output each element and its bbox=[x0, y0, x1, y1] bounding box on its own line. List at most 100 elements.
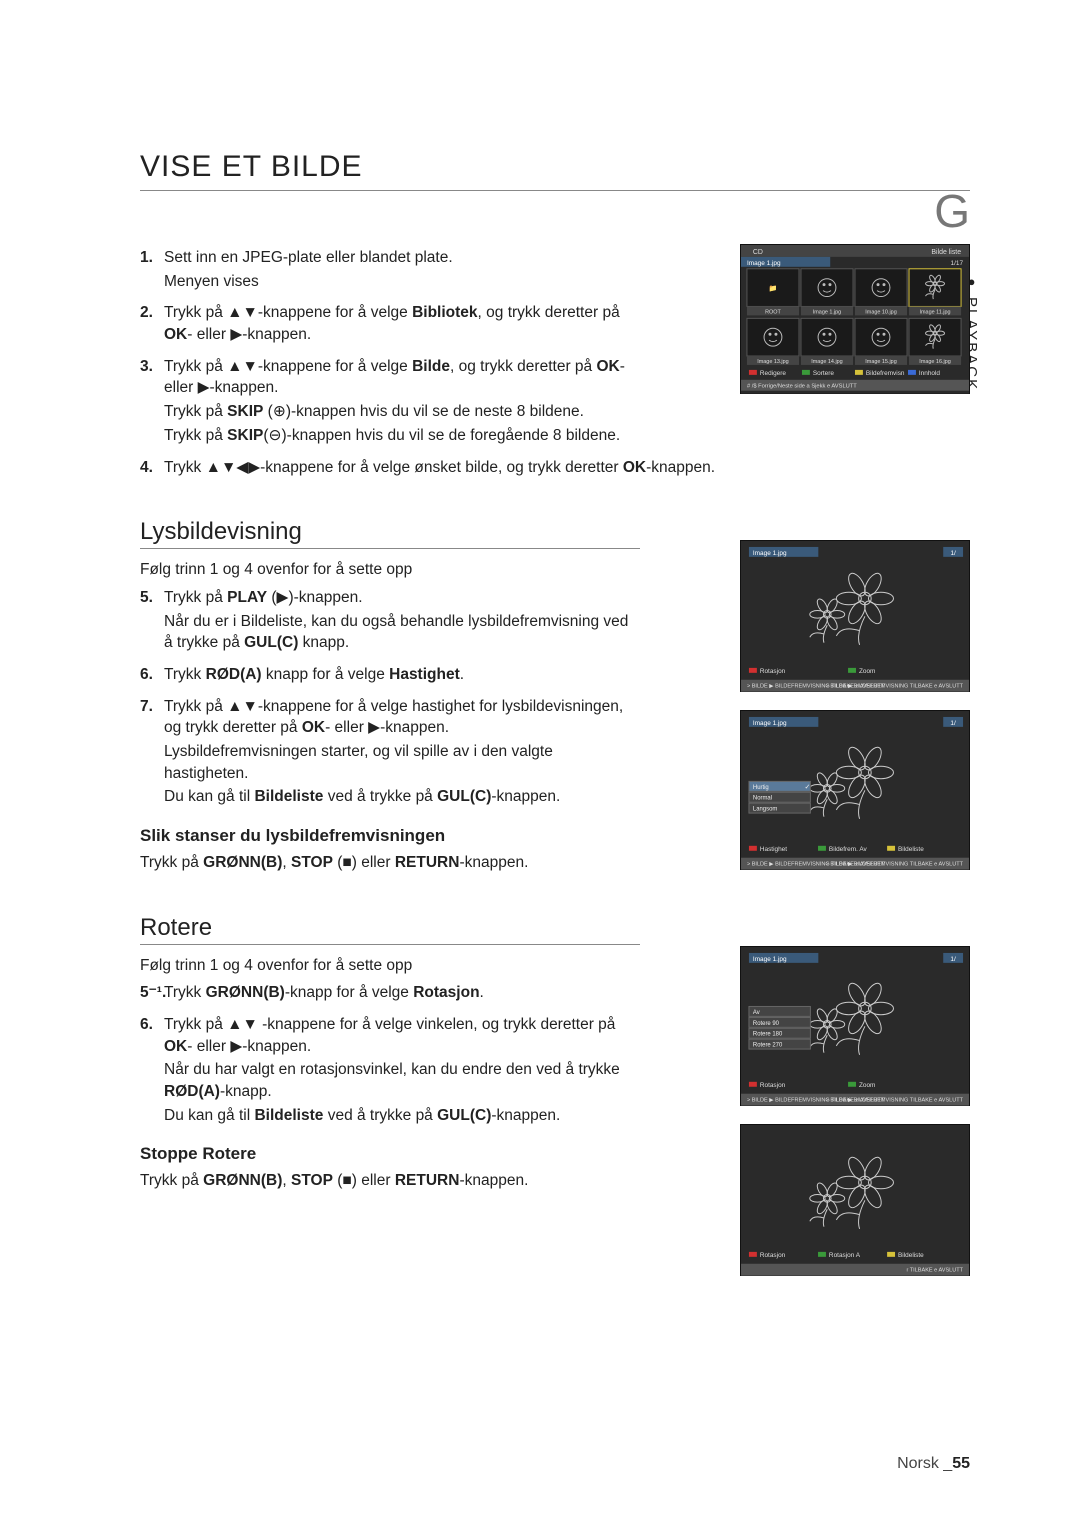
rotate-intro: Følg trinn 1 og 4 ovenfor for å sette op… bbox=[140, 955, 640, 977]
step-text: Sett inn en JPEG-plate eller blandet pla… bbox=[164, 247, 640, 269]
step-subtext: Du kan gå til Bildeliste ved å trykke på… bbox=[164, 1105, 640, 1127]
screenshot-s1: CD Bilde liste Image 1.jpg 1/17 📁 ROOT Image 1… bbox=[740, 244, 970, 394]
svg-text:Normal: Normal bbox=[753, 796, 772, 802]
svg-text:Image 13.jpg: Image 13.jpg bbox=[757, 359, 788, 365]
svg-text:Langsom: Langsom bbox=[753, 807, 777, 813]
heading-stop-rotate: Stoppe Rotere bbox=[140, 1142, 640, 1166]
svg-text:Image 10.jpg: Image 10.jpg bbox=[865, 309, 896, 315]
svg-text:Bildefremvisn: Bildefremvisn bbox=[866, 370, 905, 377]
svg-text:r TILBAKE e AVSLUTT: r TILBAKE e AVSLUTT bbox=[907, 1268, 964, 1274]
step-text: Trykk på PLAY (▶)-knappen. bbox=[164, 587, 640, 609]
screenshot-s4: Image 1.jpg 1/Av Rotere 90 Rotere 180 Rotere… bbox=[740, 946, 970, 1106]
screenshot-s3: Image 1.jpg 1/Hurtig ✓ Normal Langsom Hastigh… bbox=[740, 710, 970, 870]
step-number: 5. bbox=[140, 587, 153, 609]
step-subtext: Du kan gå til Bildeliste ved å trykke på… bbox=[164, 786, 640, 808]
step-number: 2. bbox=[140, 302, 153, 324]
step-item: 5⁻¹.Trykk GRØNN(B)-knapp for å velge Rot… bbox=[140, 982, 640, 1004]
svg-text:Zoom: Zoom bbox=[859, 668, 875, 675]
svg-text:1/: 1/ bbox=[950, 550, 956, 557]
svg-text:Image 16.jpg: Image 16.jpg bbox=[919, 359, 950, 365]
svg-text:📁: 📁 bbox=[769, 285, 778, 293]
step-text: Trykk ▲▼◀▶-knappene for å velge ønsket b… bbox=[164, 457, 830, 479]
step-item: 6. Trykk RØD(A) knapp for å velge Hastigh… bbox=[140, 664, 640, 686]
svg-text:Bilde liste: Bilde liste bbox=[931, 249, 961, 256]
step-number: 3. bbox=[140, 356, 153, 378]
svg-text:ROOT: ROOT bbox=[765, 309, 781, 315]
svg-text:CD: CD bbox=[753, 249, 763, 256]
step-item: 4. Trykk ▲▼◀▶-knappene for å velge ønsket… bbox=[140, 457, 830, 479]
step-number: 6. bbox=[140, 664, 153, 686]
slideshow-steps-list: 5. Trykk på PLAY (▶)-knappen.Når du er i … bbox=[140, 587, 640, 808]
step-subtext: Når du er i Bildeliste, kan du også beha… bbox=[164, 611, 640, 654]
step-number: 6. bbox=[140, 1014, 153, 1036]
footer-language: Norsk bbox=[897, 1455, 939, 1472]
svg-text:Hurtig: Hurtig bbox=[753, 785, 769, 791]
svg-text:Rotasjon: Rotasjon bbox=[760, 1082, 786, 1089]
svg-text:Image 15.jpg: Image 15.jpg bbox=[865, 359, 896, 365]
step-item: 3. Trykk på ▲▼-knappene for å velge Bilde… bbox=[140, 356, 640, 447]
heading-slideshow: Lysbildevisning bbox=[140, 518, 640, 549]
svg-text:Image 14.jpg: Image 14.jpg bbox=[811, 359, 842, 365]
svg-text:> BILDE ▶ BILDEFREMVISNING: > BILDE ▶ BILDEFREMVISNING TILBAKE e AVS… bbox=[747, 1098, 885, 1104]
section-letter: G bbox=[934, 184, 970, 238]
svg-text:1/: 1/ bbox=[950, 720, 956, 727]
step-number: 5⁻¹. bbox=[140, 982, 166, 1004]
screenshot-s2: Image 1.jpg 1/Rotasjon Zoom > BILDE ▶ BILDE… bbox=[740, 540, 970, 692]
page-title: VISE ET BILDE bbox=[140, 150, 970, 191]
step-item: 5. Trykk på PLAY (▶)-knappen.Når du er i … bbox=[140, 587, 640, 654]
svg-text:Sortere: Sortere bbox=[813, 370, 835, 377]
step-item: 1. Sett inn en JPEG-plate eller blandet p… bbox=[140, 247, 640, 292]
main-steps-list: 1. Sett inn en JPEG-plate eller blandet p… bbox=[140, 247, 640, 478]
svg-text:# /$ Forrige/Neste side: # /$ Forrige/Neste side a Sjekk e AVSLUT… bbox=[747, 384, 857, 390]
svg-text:Rotere 180: Rotere 180 bbox=[753, 1032, 783, 1038]
slideshow-intro: Følg trinn 1 og 4 ovenfor for å sette op… bbox=[140, 559, 640, 581]
step-item: 2. Trykk på ▲▼-knappene for å velge Bibli… bbox=[140, 302, 640, 345]
step-text: Trykk GRØNN(B)-knapp for å velge Rotasjo… bbox=[164, 982, 640, 1004]
stop-rotate-text: Trykk på GRØNN(B), STOP (■) eller RETURN… bbox=[140, 1170, 640, 1192]
svg-text:Rotasjon: Rotasjon bbox=[760, 668, 786, 675]
stop-slideshow-text: Trykk på GRØNN(B), STOP (■) eller RETURN… bbox=[140, 852, 640, 874]
step-subtext: Lysbildefremvisningen starter, og vil sp… bbox=[164, 741, 640, 784]
svg-text:Bildeliste: Bildeliste bbox=[898, 1252, 924, 1259]
svg-text:Innhold: Innhold bbox=[919, 370, 941, 377]
svg-text:Rotere 90: Rotere 90 bbox=[753, 1021, 780, 1027]
svg-text:1/: 1/ bbox=[950, 956, 956, 963]
svg-text:Bildefrem. Av: Bildefrem. Av bbox=[829, 846, 868, 853]
svg-text:Av: Av bbox=[753, 1010, 760, 1016]
svg-text:Image 1.jpg: Image 1.jpg bbox=[813, 309, 841, 315]
svg-text:Rotere 270: Rotere 270 bbox=[753, 1043, 783, 1049]
svg-text:Image 1.jpg: Image 1.jpg bbox=[753, 956, 787, 963]
step-text: Trykk på ▲▼-knappene for å velge Bibliot… bbox=[164, 302, 640, 345]
footer-page-number: 55 bbox=[952, 1455, 970, 1472]
screenshot-s5: RotasjonRotasjon ABildelister TILBAKE e … bbox=[740, 1124, 970, 1276]
step-item: 6. Trykk på ▲▼ -knappene for å velge vink… bbox=[140, 1014, 640, 1126]
step-subtext: Når du har valgt en rotasjonsvinkel, kan… bbox=[164, 1059, 640, 1102]
svg-text:Image 1.jpg: Image 1.jpg bbox=[753, 720, 787, 727]
step-number: 4. bbox=[140, 457, 153, 479]
rotate-steps-list: 5⁻¹.Trykk GRØNN(B)-knapp for å velge Rot… bbox=[140, 982, 640, 1126]
heading-stop-slideshow: Slik stanser du lysbildefremvisningen bbox=[140, 824, 640, 848]
svg-text:Image 11.jpg: Image 11.jpg bbox=[920, 309, 951, 315]
step-number: 1. bbox=[140, 247, 153, 269]
svg-text:Rotasjon A: Rotasjon A bbox=[829, 1252, 861, 1259]
step-subtext: Menyen vises bbox=[164, 271, 640, 293]
svg-text:Hastighet: Hastighet bbox=[760, 846, 787, 853]
heading-rotate: Rotere bbox=[140, 914, 640, 945]
svg-text:Zoom: Zoom bbox=[859, 1082, 875, 1089]
step-item: 7. Trykk på ▲▼-knappene for å velge hasti… bbox=[140, 696, 640, 808]
svg-text:1/17: 1/17 bbox=[951, 260, 964, 267]
svg-text:Redigere: Redigere bbox=[760, 370, 787, 377]
step-text: Trykk på ▲▼-knappene for å velge hastigh… bbox=[164, 696, 640, 739]
svg-text:Image 1.jpg: Image 1.jpg bbox=[747, 260, 781, 267]
step-number: 7. bbox=[140, 696, 153, 718]
svg-text:Image 1.jpg: Image 1.jpg bbox=[753, 550, 787, 557]
step-subtext: Trykk på SKIP (⊕)-knappen hvis du vil se… bbox=[164, 401, 640, 423]
step-text: Trykk på ▲▼ -knappene for å velge vinkel… bbox=[164, 1014, 640, 1057]
svg-text:> BILDE ▶ BILDEFREMVISNING: > BILDE ▶ BILDEFREMVISNING TILBAKE e AVS… bbox=[747, 862, 885, 868]
svg-text:> BILDE ▶ BILDEFREMVISNING: > BILDE ▶ BILDEFREMVISNING TILBAKE e AVS… bbox=[747, 684, 885, 690]
svg-text:✓: ✓ bbox=[804, 784, 810, 791]
step-text: Trykk RØD(A) knapp for å velge Hastighet… bbox=[164, 664, 640, 686]
svg-text:Bildeliste: Bildeliste bbox=[898, 846, 924, 853]
step-subtext: Trykk på SKIP(⊖)-knappen hvis du vil se … bbox=[164, 425, 640, 447]
step-text: Trykk på ▲▼-knappene for å velge Bilde, … bbox=[164, 356, 640, 399]
